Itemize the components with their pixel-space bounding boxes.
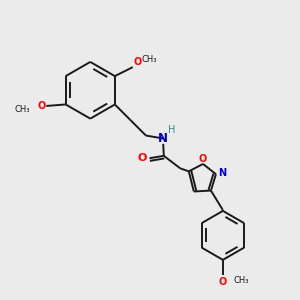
Text: O: O <box>198 154 207 164</box>
Text: O: O <box>134 56 142 67</box>
Text: O: O <box>138 153 147 163</box>
Text: O: O <box>37 101 45 111</box>
Text: CH₃: CH₃ <box>141 55 157 64</box>
Text: O: O <box>219 277 227 286</box>
Text: CH₃: CH₃ <box>14 105 30 114</box>
Text: CH₃: CH₃ <box>233 276 249 285</box>
Text: N: N <box>218 168 226 178</box>
Text: N: N <box>158 132 168 145</box>
Text: H: H <box>168 125 175 135</box>
